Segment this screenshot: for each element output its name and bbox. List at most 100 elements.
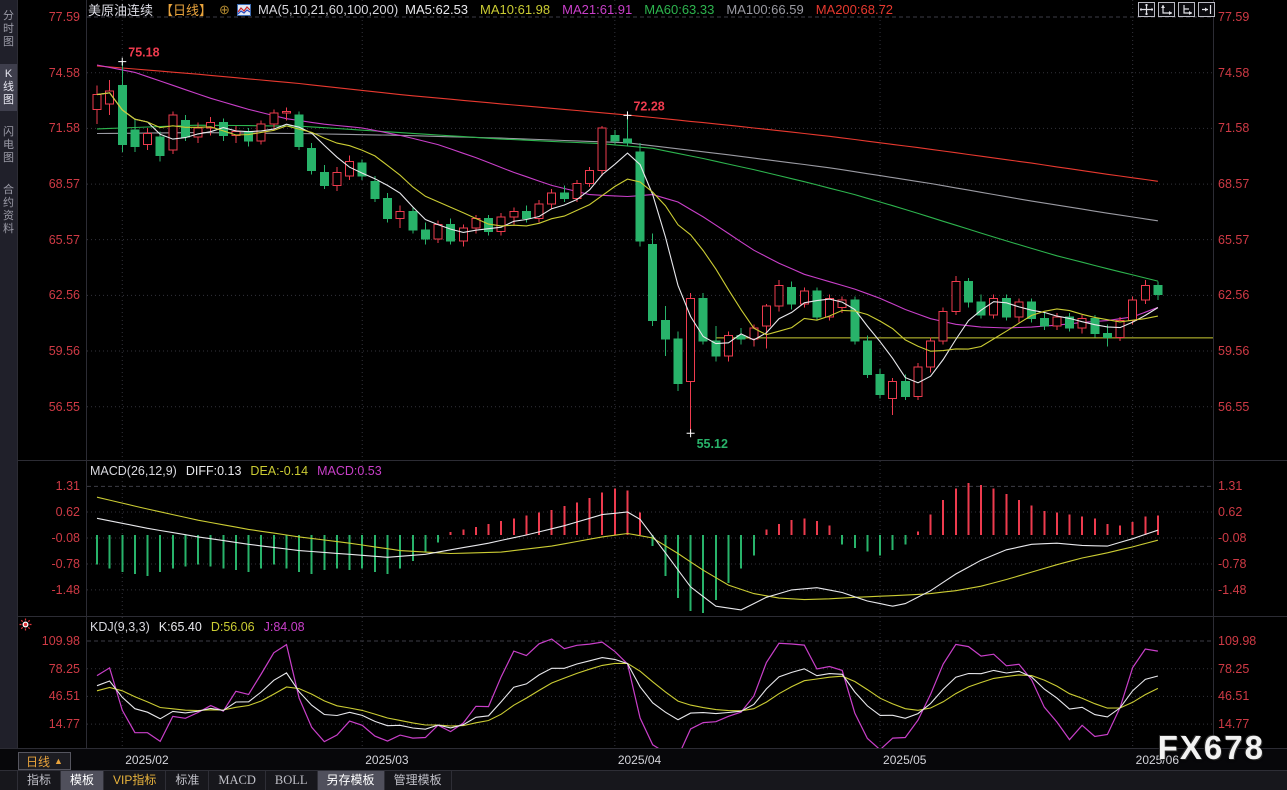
price-tick-label: 59.56 — [48, 343, 80, 358]
pan-icon[interactable] — [1138, 2, 1155, 17]
price-tick-label: 74.58 — [48, 65, 80, 80]
tab-manage-template[interactable]: 管理模板 — [385, 771, 452, 790]
macd-legend: MACD(26,12,9) DIFF:0.13 DEA:-0.14 MACD:0.53 — [90, 464, 382, 478]
kdj-legend-item-3: J:84.08 — [263, 620, 305, 634]
kdj-tick-label: 46.51 — [1218, 689, 1250, 704]
svg-text:75.18: 75.18 — [128, 46, 159, 60]
macd-tick-label: -0.78 — [1218, 556, 1247, 571]
sidebar-item-flash-chart[interactable]: 闪电图 — [3, 126, 14, 164]
macd-tick-label: -1.48 — [1218, 582, 1247, 597]
xaxis-date-label: 2025/03 — [365, 753, 409, 767]
price-tick-label: 56.55 — [48, 399, 80, 414]
price-tick-label: 74.58 — [1218, 65, 1250, 80]
sidebar-divider — [17, 0, 18, 748]
tab-vip-indicators[interactable]: VIP指标 — [104, 771, 167, 790]
macd-chart-canvas[interactable] — [87, 461, 1213, 616]
left-axis-divider — [86, 0, 87, 748]
kdj-legend: KDJ(9,3,3) K:65.40 D:56.06 J:84.08 — [90, 620, 305, 634]
chart-header: 美原油连续 【日线】 ⊕ MA(5,10,21,60,100,200) MA5:… — [88, 1, 893, 18]
tab-boll[interactable]: BOLL — [266, 771, 318, 790]
left-tool-sidebar: 分时图 K线图闪电图合约资料 — [0, 0, 17, 748]
period-selector-label: 日线 — [26, 754, 51, 769]
macd-tick-label: -0.78 — [51, 556, 81, 571]
ma-legend-value-5: MA200:68.72 — [815, 2, 894, 17]
price-tick-label: 71.58 — [48, 121, 80, 136]
symbol-title: 美原油连续 — [88, 3, 154, 18]
mini-chart-icon[interactable] — [236, 3, 251, 16]
xaxis-row: 日线 ▲ 2025/02 2025/03 2025/04 2025/05 2025/06 — [0, 748, 1287, 770]
kdj-chart-canvas[interactable] — [87, 617, 1213, 748]
macd-tick-label: -0.08 — [1218, 530, 1247, 545]
price-tick-label: 56.55 — [1218, 399, 1250, 414]
axis-zoom-left-icon[interactable] — [1158, 2, 1175, 17]
kdj-legend-item-0: KDJ(9,3,3) — [90, 620, 150, 634]
price-tick-label: 68.57 — [48, 177, 80, 192]
macd-tick-label: -0.08 — [51, 530, 81, 545]
price-tick-label: 68.57 — [1218, 177, 1250, 192]
ma-legend: MA5:62.53 MA10:61.98 MA21:61.91 MA60:63.33 M… — [405, 2, 893, 17]
xaxis-date-label: 2025/02 — [125, 753, 169, 767]
header-toolbar — [1138, 2, 1215, 17]
tab-templates[interactable]: 模板 — [61, 771, 105, 790]
macd-tick-label: 1.31 — [55, 479, 80, 494]
panel-separator — [17, 460, 1287, 461]
collapse-right-icon[interactable] — [1198, 2, 1215, 17]
kdj-tick-label: 109.98 — [1218, 634, 1257, 648]
macd-tick-label: -1.48 — [51, 582, 81, 597]
kdj-legend-item-2: D:56.06 — [210, 620, 255, 634]
ma-params-label: MA(5,10,21,60,100,200) — [257, 2, 399, 17]
bottom-toolbar: 指标 模板 VIP指标 标准 MACD BOLL 另存模板 管理模板 — [0, 770, 1287, 790]
ma-legend-value-2: MA21:61.91 — [562, 2, 633, 17]
main-chart-canvas[interactable]: 75.18 72.28 55.12 — [87, 0, 1213, 460]
alarm-icon[interactable] — [19, 618, 32, 631]
kdj-tick-label: 78.25 — [48, 661, 80, 676]
price-tick-label: 62.56 — [48, 288, 80, 303]
macd-legend-item-0: MACD(26,12,9) — [90, 464, 177, 478]
tab-save-template[interactable]: 另存模板 — [317, 771, 385, 790]
sidebar-item-contract-info[interactable]: 合约资料 — [3, 184, 14, 235]
kdj-tick-label: 109.98 — [41, 634, 80, 648]
tab-indicators[interactable]: 指标 — [18, 771, 62, 790]
period-tag: 【日线】 — [160, 3, 213, 18]
kdj-tick-label: 78.25 — [1218, 661, 1250, 676]
price-tick-label: 77.59 — [48, 10, 80, 24]
sidebar-item-kline-chart[interactable]: K线图 — [0, 64, 17, 111]
macd-tick-label: 0.62 — [1218, 504, 1243, 519]
price-tick-label: 77.59 — [1218, 10, 1250, 24]
price-tick-label: 71.58 — [1218, 121, 1250, 136]
tab-macd[interactable]: MACD — [209, 771, 266, 790]
axis-zoom-right-icon[interactable] — [1178, 2, 1195, 17]
xaxis-date-label: 2025/04 — [617, 753, 662, 767]
price-tick-label: 62.56 — [1218, 288, 1250, 303]
ma-legend-value-4: MA100:66.59 — [726, 2, 804, 17]
period-selector[interactable]: 日线 ▲ — [18, 752, 71, 770]
xaxis-date-label: 2025/05 — [883, 753, 927, 767]
sidebar-item-time-chart[interactable]: 分时图 — [3, 10, 14, 48]
watermark-logo: FX678 — [1157, 729, 1265, 766]
chevron-up-icon: ▲ — [54, 756, 63, 766]
svg-text:55.12: 55.12 — [697, 437, 728, 451]
xaxis-date-label: 2025/06 — [1135, 753, 1180, 767]
right-axis-divider — [1213, 0, 1214, 748]
panel-separator — [17, 616, 1287, 617]
ma-legend-value-1: MA10:61.98 — [480, 2, 551, 17]
macd-tick-label: 0.62 — [55, 504, 80, 519]
macd-legend-item-2: DEA:-0.14 — [250, 464, 309, 478]
macd-tick-label: 1.31 — [1218, 479, 1243, 494]
price-tick-label: 65.57 — [48, 232, 80, 247]
toolbar-tabs: 指标 模板 VIP指标 标准 MACD BOLL 另存模板 管理模板 — [17, 771, 452, 790]
price-tick-label: 59.56 — [1218, 343, 1250, 358]
macd-legend-item-3: MACD:0.53 — [317, 464, 382, 478]
kdj-legend-item-1: K:65.40 — [158, 620, 202, 634]
svg-text:72.28: 72.28 — [633, 99, 664, 113]
target-icon[interactable]: ⊕ — [219, 2, 230, 17]
kdj-tick-label: 14.77 — [1218, 717, 1250, 732]
kdj-tick-label: 14.77 — [48, 717, 80, 732]
ma-legend-value-3: MA60:63.33 — [644, 2, 715, 17]
kdj-tick-label: 46.51 — [48, 689, 80, 704]
ma-legend-value-0: MA5:62.53 — [405, 2, 469, 17]
macd-legend-item-1: DIFF:0.13 — [185, 464, 242, 478]
tab-standard[interactable]: 标准 — [166, 771, 210, 790]
price-tick-label: 65.57 — [1218, 232, 1250, 247]
